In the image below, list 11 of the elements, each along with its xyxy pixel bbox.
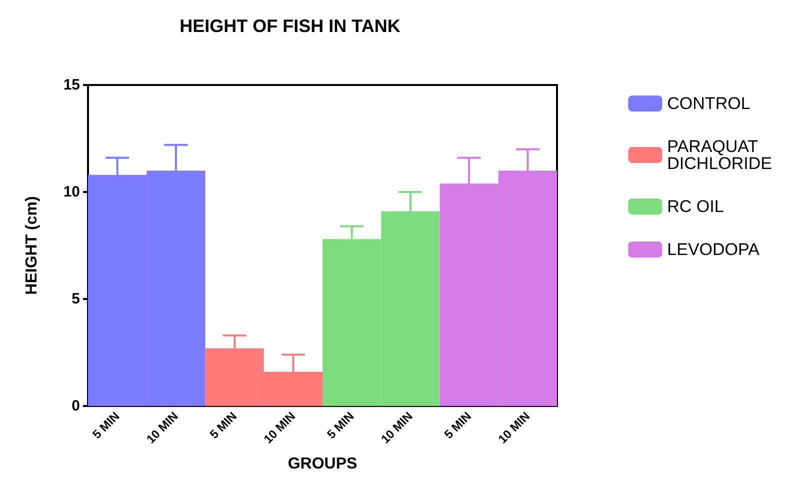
x-axis-title: GROUPS [288, 456, 358, 472]
chart-title: HEIGHT OF FISH IN TANK [180, 16, 400, 36]
legend-label: CONTROL [667, 94, 750, 113]
y-tick-label: 0 [72, 398, 80, 414]
legend-label: PARAQUAT DICHLORIDE [667, 137, 772, 173]
y-tick-label: 15 [63, 76, 80, 94]
legend-label: RC OIL [667, 197, 724, 216]
y-axis-title: HEIGHT (cm) [24, 196, 40, 295]
legend-label: LEVODOPA [667, 240, 760, 259]
y-tick-label: 10 [63, 184, 80, 200]
y-tick-label: 5 [72, 290, 80, 308]
